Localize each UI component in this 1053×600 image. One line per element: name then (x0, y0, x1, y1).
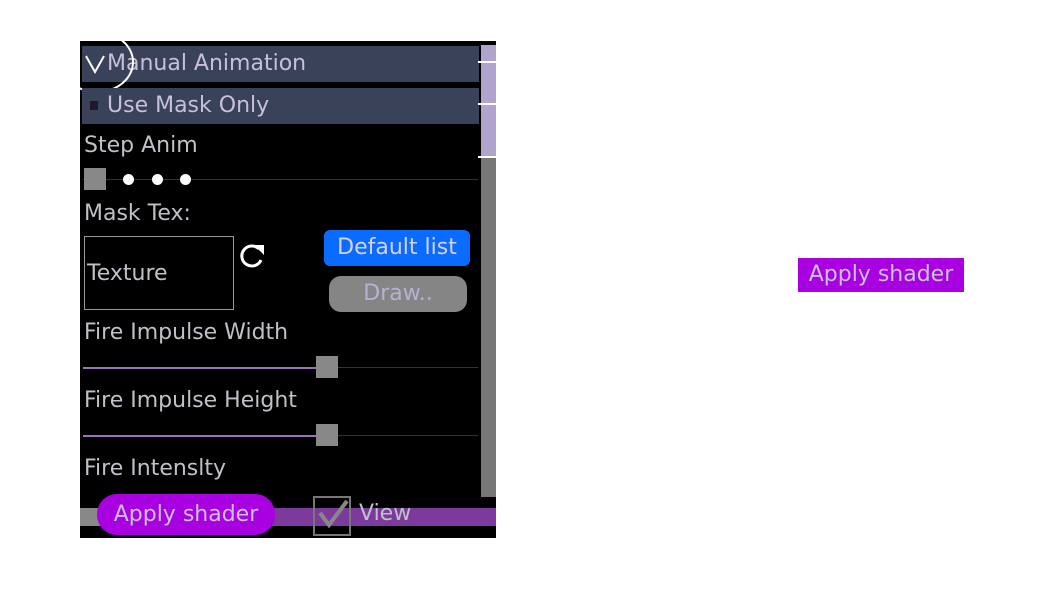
slider-thumb[interactable] (316, 356, 338, 378)
apply-shader-button[interactable]: Apply shader (97, 494, 275, 535)
fire-impulse-height-label: Fire Impulse Height (84, 388, 297, 413)
view-label: View (359, 501, 412, 526)
fire-impulse-width-label: Fire Impulse Width (84, 320, 289, 345)
texture-label: Texture (87, 261, 168, 286)
checkbox-unchecked-icon (90, 101, 98, 110)
scroll-tick (478, 61, 496, 63)
fire-intensity-label: Fire Intenslty (84, 456, 227, 481)
mask-tex-label: Mask Tex: (84, 201, 191, 226)
bar-grip (80, 508, 100, 526)
scrollbar-thumb[interactable] (481, 45, 496, 158)
manual-animation-toggle[interactable]: Manual Animation (82, 46, 479, 82)
use-mask-only-label: Use Mask Only (107, 93, 270, 118)
slider-thumb[interactable] (84, 168, 106, 190)
view-checkbox[interactable] (313, 496, 351, 536)
step-dot (152, 174, 163, 185)
scrollbar[interactable] (481, 45, 496, 497)
step-dot (180, 174, 191, 185)
default-list-button[interactable]: Default list (324, 230, 470, 266)
focus-ring (80, 41, 134, 93)
step-anim-label: Step Anim (84, 133, 198, 158)
slider-thumb[interactable] (316, 424, 338, 446)
manual-animation-label: Manual Animation (107, 51, 307, 76)
scroll-tick (478, 156, 496, 158)
fire-impulse-height-slider[interactable] (83, 424, 478, 446)
scroll-tick (478, 103, 496, 105)
fire-impulse-width-slider[interactable] (83, 356, 478, 378)
check-icon (318, 499, 349, 529)
floating-apply-shader-button[interactable]: Apply shader (798, 258, 964, 292)
slider-fill (83, 367, 316, 369)
draw-button[interactable]: Draw.. (329, 276, 467, 312)
slider-fill (83, 435, 316, 437)
step-dot (123, 174, 134, 185)
use-mask-only-toggle[interactable]: Use Mask Only (82, 88, 479, 124)
step-anim-slider[interactable] (83, 168, 478, 190)
texture-slot[interactable]: Texture (84, 236, 234, 310)
refresh-icon[interactable] (237, 241, 267, 271)
shader-settings-panel: Manual Animation Use Mask Only Step Anim… (80, 41, 496, 538)
